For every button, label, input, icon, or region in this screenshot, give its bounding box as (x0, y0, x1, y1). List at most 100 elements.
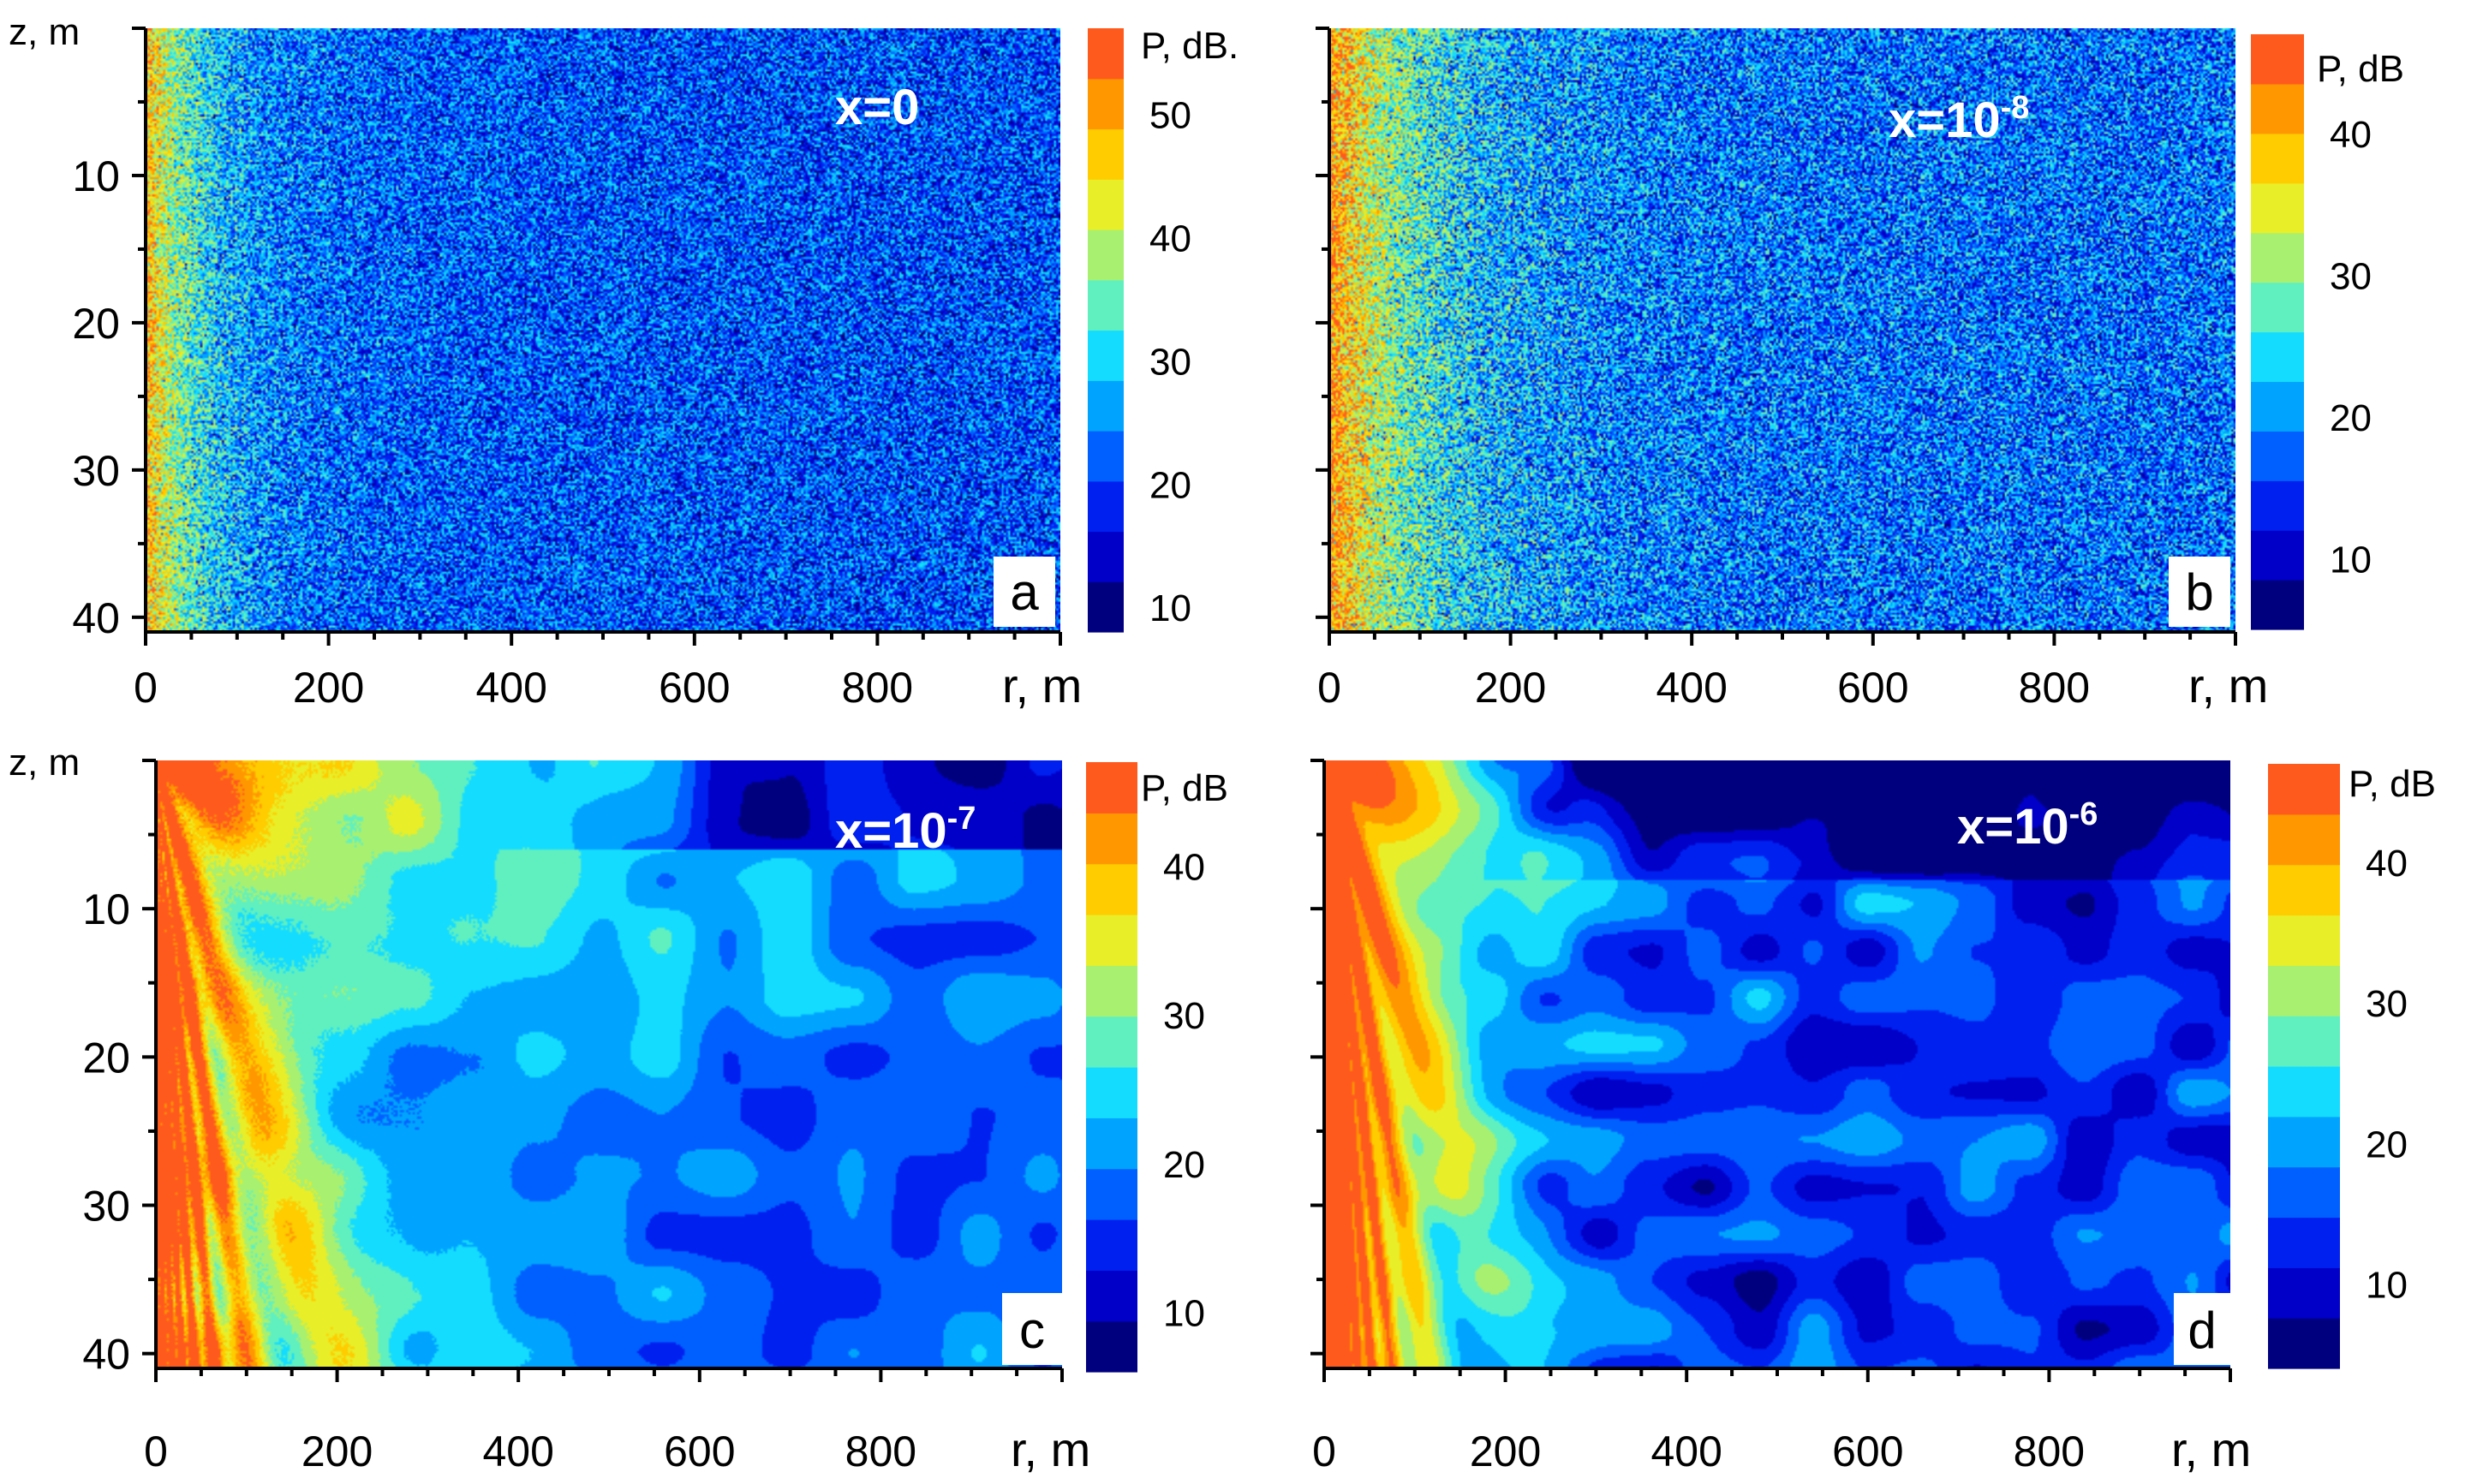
colorbar-swatch (2268, 1217, 2340, 1268)
colorbar-swatch (2268, 1166, 2340, 1219)
colorbar-tick-label: 40 (2330, 114, 2372, 156)
colorbar-swatch (2251, 282, 2304, 333)
annotation-exp-c: -7 (947, 801, 976, 837)
colorbar-swatch (1088, 28, 1124, 80)
x-ticks-b: 0 200 400 600 800 (1317, 632, 2237, 712)
colorbar-swatch (1088, 128, 1124, 180)
y-ticks-d (1310, 759, 1324, 1356)
colorbar-swatch (1086, 1168, 1137, 1220)
y-tick-label: 40 (72, 594, 120, 642)
x-tick-label: 200 (293, 664, 364, 712)
x-tick-label: 800 (2019, 664, 2090, 712)
annotation-eq-b: = (1916, 92, 1945, 148)
colorbar-swatch (2251, 34, 2304, 85)
y-tick-label: 10 (72, 152, 120, 200)
x-tick-label: 600 (659, 664, 730, 712)
colorbar-swatch (2251, 331, 2304, 383)
colorbar-tick-label: 20 (2330, 397, 2372, 439)
y-label-a: z, m (9, 11, 80, 53)
x-tick-label: 200 (1470, 1427, 1541, 1475)
x-label-d: r, m (2171, 1422, 2251, 1476)
colorbar-swatch (1088, 380, 1124, 432)
colorbar-swatch (2268, 915, 2340, 966)
panel-label-box-a (994, 557, 1055, 627)
x-tick-label: 600 (664, 1427, 735, 1475)
colorbar-label-d: P, dB (2349, 763, 2436, 805)
annotation-base-b: 10 (1945, 92, 2001, 148)
colorbar-swatch (2268, 1318, 2340, 1369)
colorbar-swatch (1088, 229, 1124, 281)
panel-label-box-d (2174, 1293, 2230, 1365)
annotation-a: x=0 (835, 80, 919, 135)
x-tick-label: 800 (845, 1427, 916, 1475)
y-tick-label: 40 (82, 1331, 130, 1379)
colorbar-tick-label: 20 (1163, 1144, 1205, 1186)
colorbar-swatch (2268, 864, 2340, 916)
colorbar-b: 40 30 20 10 (2251, 34, 2372, 630)
annotation-d: x=10-6 (1957, 796, 2098, 855)
colorbar-swatch (1086, 1016, 1137, 1068)
annotation-eq-d: = (1985, 799, 2014, 855)
colorbar-swatch (2251, 530, 2304, 581)
colorbar-tick-label: 30 (2330, 255, 2372, 297)
colorbar-a: 50 40 30 20 10 (1088, 28, 1191, 633)
x-tick-label: 0 (1312, 1427, 1336, 1475)
colorbar-swatch (1088, 78, 1124, 130)
x-tick-label: 600 (1837, 664, 1908, 712)
panel-label-box-b (2169, 557, 2230, 627)
heatmap-a (146, 28, 1060, 632)
colorbar-swatch (1086, 813, 1137, 865)
colorbar-label-a: P, dB. (1141, 25, 1238, 67)
colorbar-tick-label: 10 (2330, 539, 2372, 581)
colorbar-swatch (1088, 480, 1124, 533)
y-tick-label: 20 (82, 1034, 130, 1082)
heatmap-d (1324, 760, 2230, 1368)
colorbar-d: 40 30 20 10 (2268, 764, 2408, 1369)
colorbar-tick-label: 50 (1149, 95, 1191, 137)
heatmap-b (1329, 28, 2235, 632)
panel-label-c: c (1019, 1302, 1045, 1359)
colorbar-swatch (1088, 279, 1124, 331)
colorbar-swatch (2251, 580, 2304, 630)
annotation-eq-a: = (862, 80, 892, 135)
colorbar-swatch (1088, 431, 1124, 482)
y-ticks-a: 10 20 30 40 (72, 27, 146, 642)
x-tick-label: 400 (1656, 664, 1727, 712)
colorbar-tick-label: 30 (1149, 341, 1191, 383)
colorbar-c: 40 30 20 10 (1086, 762, 1205, 1373)
y-tick-label: 30 (82, 1183, 130, 1231)
y-tick-label: 30 (72, 447, 120, 495)
x-tick-label: 800 (842, 664, 913, 712)
colorbar-swatch (1086, 863, 1137, 915)
panel-label-b: b (2185, 563, 2213, 621)
x-tick-label: 800 (2014, 1427, 2085, 1475)
y-ticks-b (1316, 27, 1329, 619)
x-label-c: r, m (1011, 1422, 1090, 1476)
annotation-var-c: x (835, 803, 862, 859)
x-tick-label: 200 (301, 1427, 373, 1475)
x-label-a: r, m (1002, 659, 1082, 712)
colorbar-swatch (1088, 179, 1124, 230)
colorbar-swatch (2268, 1066, 2340, 1117)
annotation-exp-b: -8 (2001, 90, 2030, 126)
annotation-var-b: x (1889, 92, 1916, 148)
x-label-b: r, m (2188, 659, 2268, 712)
colorbar-swatch (1086, 1219, 1137, 1271)
annotation-var-a: x (835, 80, 862, 135)
annotation-base-d: 10 (2014, 799, 2069, 855)
colorbar-swatch (1086, 762, 1137, 814)
colorbar-tick-label: 30 (1163, 995, 1205, 1037)
colorbar-label-b: P, dB (2317, 48, 2404, 90)
y-tick-label: 10 (82, 885, 130, 933)
x-ticks-c: 0 200 400 600 800 (144, 1368, 1064, 1475)
colorbar-tick-label: 10 (1149, 587, 1191, 629)
panel-label-a: a (1010, 563, 1039, 621)
colorbar-label-c: P, dB (1141, 767, 1228, 809)
colorbar-tick-label: 30 (2366, 983, 2408, 1025)
colorbar-swatch (2251, 133, 2304, 184)
y-tick-label: 20 (72, 300, 120, 348)
x-tick-label: 0 (1317, 664, 1341, 712)
colorbar-swatch (1086, 965, 1137, 1017)
colorbar-swatch (1088, 531, 1124, 582)
